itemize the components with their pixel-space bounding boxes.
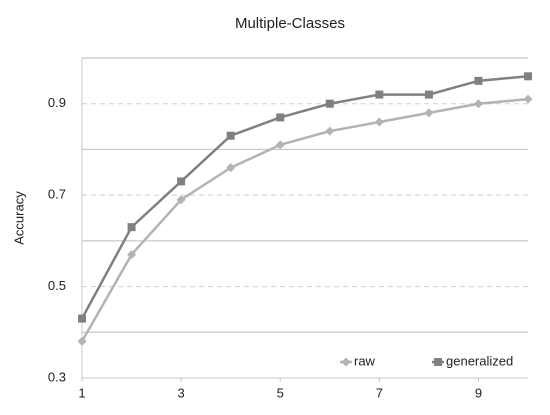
legend-marker — [434, 358, 442, 366]
marker — [523, 94, 533, 104]
y-tick-label: 0.7 — [48, 187, 66, 202]
legend-label: raw — [354, 353, 376, 368]
marker — [275, 140, 285, 150]
marker — [474, 76, 483, 85]
x-tick-label: 3 — [177, 385, 184, 400]
legend-marker — [341, 357, 351, 367]
marker — [226, 163, 236, 173]
marker — [424, 90, 433, 99]
line — [80, 75, 529, 320]
marker — [374, 117, 384, 127]
marker — [127, 223, 136, 232]
x-tick-label: 1 — [78, 385, 85, 400]
marker — [78, 314, 86, 323]
line — [80, 97, 529, 343]
marker — [424, 108, 434, 118]
marker — [276, 113, 285, 122]
x-tick-label: 9 — [475, 385, 482, 400]
marker — [325, 126, 335, 136]
chart-title: Multiple-Classes — [235, 15, 345, 32]
marker — [176, 195, 186, 205]
marker — [524, 72, 532, 81]
marker — [127, 250, 137, 260]
y-tick-label: 0.9 — [48, 95, 66, 110]
marker — [375, 90, 384, 99]
y-tick-label: 0.3 — [48, 369, 66, 384]
marker — [77, 336, 87, 346]
marker — [177, 177, 186, 186]
marker — [473, 99, 483, 109]
legend-item: generalized — [432, 353, 513, 368]
legend-label: generalized — [446, 353, 513, 368]
x-tick-label: 5 — [277, 385, 284, 400]
marker — [226, 131, 235, 140]
y-axis-label: Accuracy — [11, 191, 26, 245]
x-tick-label: 7 — [376, 385, 383, 400]
y-tick-label: 0.5 — [48, 278, 66, 293]
marker — [325, 99, 334, 108]
